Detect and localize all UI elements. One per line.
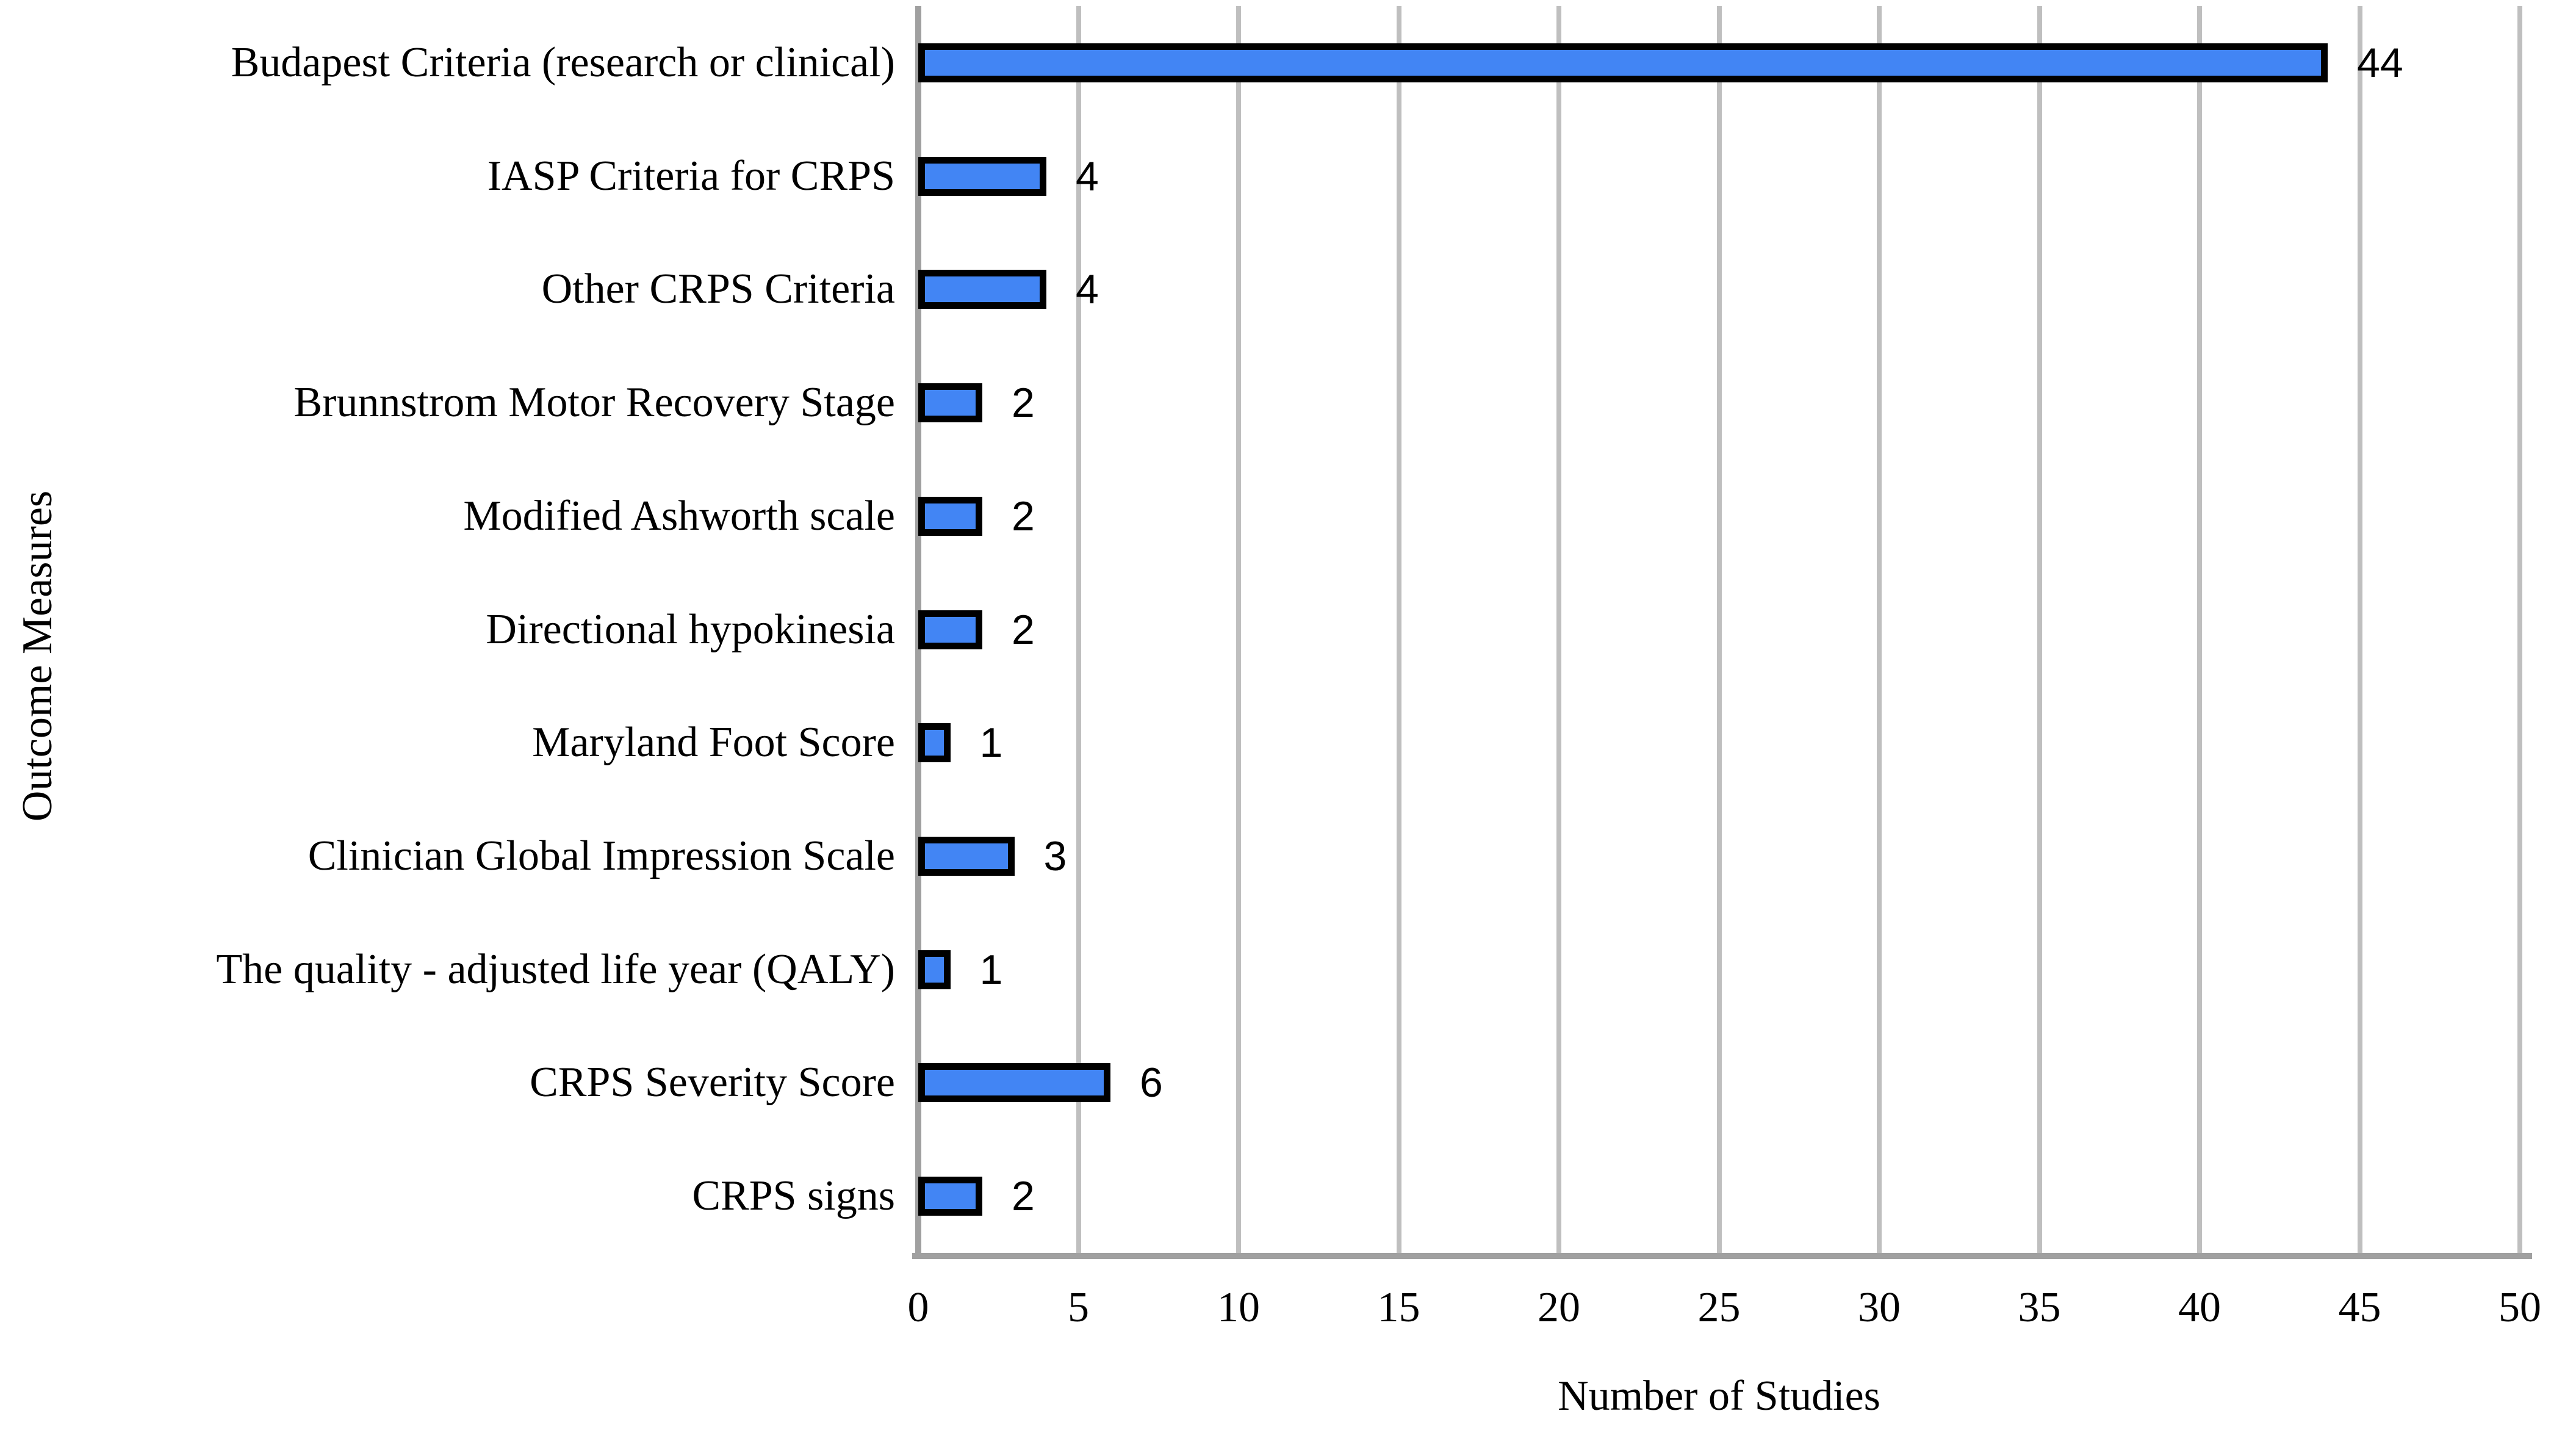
bar-value-label-7: 3 <box>1043 832 1067 879</box>
bar-value-label-2: 4 <box>1076 266 1099 313</box>
bar-9 <box>918 1063 1110 1103</box>
bar-8 <box>918 950 951 989</box>
x-tick-label-35: 35 <box>2018 1284 2061 1331</box>
category-label-3: Brunnstrom Motor Recovery Stage <box>293 379 895 427</box>
gridline-x-35 <box>2037 6 2042 1253</box>
bar-value-label-3: 2 <box>1012 380 1035 427</box>
x-tick-label-40: 40 <box>2178 1284 2221 1331</box>
gridline-x-30 <box>1877 6 1882 1253</box>
gridline-x-10 <box>1236 6 1241 1253</box>
category-label-6: Maryland Foot Score <box>532 719 895 767</box>
bar-0 <box>918 43 2328 82</box>
x-tick-label-5: 5 <box>1068 1284 1089 1331</box>
plot-area: 44 4 4 2 2 2 1 3 1 6 2 <box>912 6 2532 1259</box>
bar-value-label-9: 6 <box>1140 1059 1163 1106</box>
category-label-1: IASP Criteria for CRPS <box>487 152 895 200</box>
bar-value-label-5: 2 <box>1012 606 1035 653</box>
bar-5 <box>918 610 982 649</box>
bar-value-label-6: 1 <box>979 720 1003 767</box>
category-label-8: The quality - adjusted life year (QALY) <box>216 945 895 993</box>
gridline-x-50 <box>2517 6 2522 1253</box>
x-tick-label-15: 15 <box>1377 1284 1420 1331</box>
category-label-7: Clinician Global Impression Scale <box>308 832 895 879</box>
x-tick-label-30: 30 <box>1858 1284 1901 1331</box>
category-label-10: CRPS signs <box>692 1172 895 1220</box>
category-label-2: Other CRPS Criteria <box>541 265 895 313</box>
gridline-x-20 <box>1556 6 1561 1253</box>
x-tick-label-45: 45 <box>2338 1284 2381 1331</box>
x-axis-line <box>912 1253 2532 1259</box>
x-axis-title: Number of Studies <box>1558 1373 1880 1420</box>
bar-value-label-0: 44 <box>2357 39 2403 86</box>
x-tick-label-50: 50 <box>2499 1284 2541 1331</box>
category-label-0: Budapest Criteria (research or clinical) <box>231 38 895 86</box>
category-label-9: CRPS Severity Score <box>530 1059 895 1106</box>
gridline-x-25 <box>1716 6 1722 1253</box>
bar-6 <box>918 723 951 763</box>
gridline-x-45 <box>2357 6 2362 1253</box>
x-tick-label-0: 0 <box>907 1284 929 1331</box>
x-tick-label-20: 20 <box>1538 1284 1580 1331</box>
gridline-x-40 <box>2197 6 2202 1253</box>
bar-value-label-1: 4 <box>1076 153 1099 200</box>
bar-value-label-10: 2 <box>1012 1173 1035 1220</box>
bar-7 <box>918 836 1015 876</box>
gridline-x-5 <box>1076 6 1081 1253</box>
category-label-5: Directional hypokinesia <box>486 605 895 653</box>
x-tick-label-25: 25 <box>1697 1284 1741 1331</box>
bar-3 <box>918 383 982 423</box>
bar-10 <box>918 1177 982 1216</box>
x-tick-label-10: 10 <box>1217 1284 1260 1331</box>
gridline-x-15 <box>1396 6 1401 1253</box>
bar-value-label-8: 1 <box>979 946 1003 993</box>
bar-2 <box>918 270 1046 309</box>
bar-1 <box>918 156 1046 196</box>
category-label-4: Modified Ashworth scale <box>463 492 895 539</box>
bar-4 <box>918 496 982 536</box>
bar-value-label-4: 2 <box>1012 493 1035 539</box>
